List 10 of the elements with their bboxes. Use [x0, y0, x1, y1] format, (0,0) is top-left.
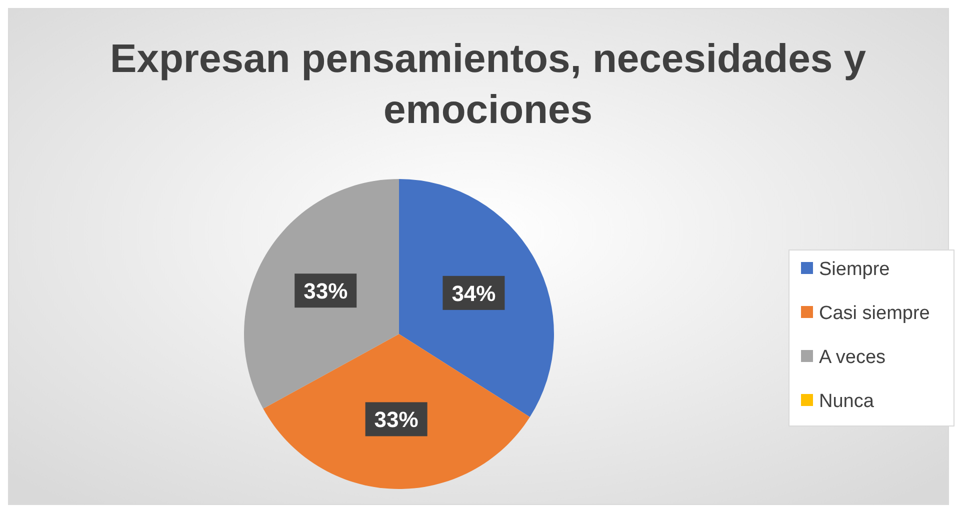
data-label: 33%: [304, 278, 348, 304]
legend-label: A veces: [819, 347, 886, 368]
pie-slice: [263, 334, 530, 489]
legend-label: Nunca: [819, 391, 874, 412]
legend-label: Siempre: [819, 259, 890, 280]
legend-label: Casi siempre: [819, 303, 930, 324]
pie-slice: [244, 179, 399, 409]
data-label: 33%: [374, 407, 418, 432]
data-label: 34%: [452, 280, 496, 306]
chart-title: Expresan pensamientos, necesidades y emociones: [110, 37, 867, 132]
